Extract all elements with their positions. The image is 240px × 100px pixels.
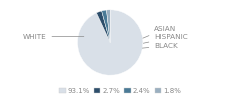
Wedge shape xyxy=(78,10,143,75)
Wedge shape xyxy=(96,11,110,42)
Text: ASIAN: ASIAN xyxy=(143,26,177,38)
Text: HISPANIC: HISPANIC xyxy=(143,34,188,43)
Wedge shape xyxy=(102,10,110,42)
Text: BLACK: BLACK xyxy=(142,43,178,49)
Text: WHITE: WHITE xyxy=(23,34,84,40)
Legend: 93.1%, 2.7%, 2.4%, 1.8%: 93.1%, 2.7%, 2.4%, 1.8% xyxy=(56,85,184,96)
Wedge shape xyxy=(107,10,110,42)
